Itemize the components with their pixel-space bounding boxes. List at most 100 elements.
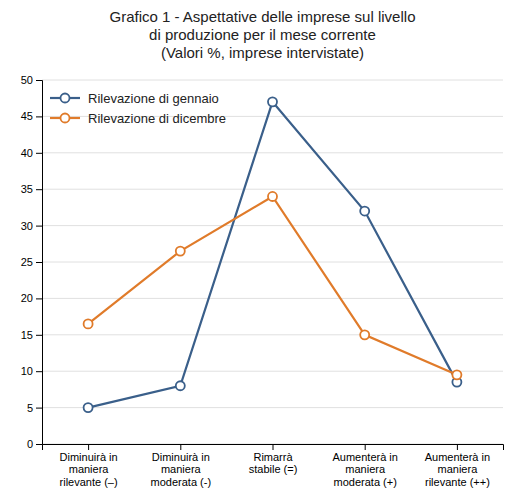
point — [84, 403, 93, 412]
x-tick-label-line: moderata (-) — [151, 476, 212, 488]
x-tick: Diminuirà inmanieramoderata (-) — [151, 444, 212, 488]
point — [176, 381, 185, 390]
title: Grafico 1 - Aspettative delle imprese su… — [110, 8, 416, 61]
x-tick-mark — [457, 444, 458, 450]
y-tick-label: 0 — [27, 438, 33, 450]
y-tick: 10 — [21, 365, 42, 377]
grid-line — [42, 298, 503, 299]
y-tick: 30 — [21, 220, 42, 232]
y-tick-mark — [36, 298, 42, 299]
legend-marker — [60, 113, 69, 122]
y-tick: 35 — [21, 183, 42, 195]
y-tick: 15 — [21, 329, 42, 341]
x-tick-label-line: Diminuirà in — [152, 451, 210, 463]
x-tick: Rimarràstabile (=) — [249, 444, 298, 475]
x-tick: Aumenterà inmanierarilevante (++) — [425, 444, 490, 488]
series-line — [88, 196, 457, 374]
grid-line — [42, 334, 503, 335]
y-axis-line — [36, 81, 43, 445]
y-tick-label: 20 — [21, 292, 33, 304]
y-tick-mark — [36, 262, 42, 263]
grid — [42, 80, 503, 444]
x-tick-label-line: maniera — [161, 463, 202, 475]
point — [360, 207, 369, 216]
x-tick-label-line: rilevante (–) — [60, 476, 118, 488]
x-tick-label-line: maniera — [345, 463, 386, 475]
x-tick-mark — [88, 444, 89, 450]
x-tick-label-line: Aumenterà in — [425, 451, 490, 463]
title-line: Grafico 1 - Aspettative delle imprese su… — [110, 8, 416, 25]
y-tick-label: 40 — [21, 147, 33, 159]
y-tick-mark — [36, 153, 42, 154]
x-tick-mark — [273, 444, 274, 450]
x-tick-label: Diminuirà inmanierarilevante (–) — [60, 451, 118, 488]
point — [268, 97, 277, 106]
y-tick-label: 25 — [21, 256, 33, 268]
x-tick-label-line: maniera — [69, 463, 110, 475]
y-tick: 50 — [21, 74, 42, 86]
grid-line — [42, 225, 503, 226]
y-tick: 25 — [21, 256, 42, 268]
x-tick-label: Diminuirà inmanieramoderata (-) — [151, 451, 212, 488]
x-axis-line — [43, 445, 504, 451]
y-tick-mark — [36, 335, 42, 336]
point — [452, 370, 461, 379]
grid-line — [42, 80, 503, 81]
legend-marker — [60, 93, 69, 102]
y-tick-mark — [36, 408, 42, 409]
y-axis: 0 5 10 15 20 25 30 35 40 45 50 — [21, 74, 43, 450]
x-tick-label-line: Rimarrà — [253, 451, 293, 463]
x-tick-label: Rimarràstabile (=) — [249, 451, 298, 476]
x-tick-label: Aumenterà inmanieramoderata (+) — [332, 451, 397, 488]
y-tick-label: 50 — [21, 74, 33, 86]
legend-item: Rilevazione di dicembre — [50, 111, 226, 126]
x-tick-label: Aumenterà inmanierarilevante (++) — [425, 451, 490, 488]
x-tick: Aumenterà inmanieramoderata (+) — [332, 444, 397, 488]
chart: Grafico 1 - Aspettative delle imprese su… — [0, 0, 525, 504]
x-axis: Diminuirà inmanierarilevante (–)Diminuir… — [43, 444, 504, 488]
series-line — [88, 102, 457, 408]
y-tick: 45 — [21, 110, 42, 122]
y-tick-label: 35 — [21, 183, 33, 195]
point — [84, 319, 93, 328]
point — [360, 330, 369, 339]
legend-label: Rilevazione di gennaio — [88, 91, 219, 106]
series — [84, 192, 462, 379]
series — [84, 97, 462, 412]
legend-label: Rilevazione di dicembre — [88, 111, 226, 126]
y-tick-mark — [36, 116, 42, 117]
x-tick-mark — [365, 444, 366, 450]
y-tick-mark — [36, 80, 42, 81]
title-line: di produzione per il mese corrente — [149, 26, 376, 43]
y-tick-label: 45 — [21, 110, 33, 122]
grid-line — [42, 262, 503, 263]
x-tick-label-line: Diminuirà in — [60, 451, 118, 463]
legend: Rilevazione di gennaio Rilevazione di dic… — [50, 91, 226, 126]
y-tick: 5 — [27, 402, 42, 414]
grid-line — [42, 152, 503, 153]
grid-line — [42, 407, 503, 408]
point — [268, 192, 277, 201]
y-tick-mark — [36, 371, 42, 372]
x-tick-label-line: moderata (+) — [334, 476, 397, 488]
y-tick-label: 10 — [21, 365, 33, 377]
x-tick-label-line: maniera — [438, 463, 479, 475]
series-group — [84, 97, 462, 412]
plot: 05101520253035404550Diminuirà inmanierar… — [21, 74, 504, 488]
y-tick-mark — [36, 444, 42, 445]
legend-item: Rilevazione di gennaio — [50, 91, 219, 106]
title-line: (Valori %, imprese intervistate) — [161, 44, 364, 61]
x-tick-label-line: rilevante (++) — [425, 476, 490, 488]
y-tick-label: 5 — [27, 402, 33, 414]
y-tick-label: 15 — [21, 329, 33, 341]
x-tick-label-line: stabile (=) — [249, 463, 298, 475]
x-tick: Diminuirà inmanierarilevante (–) — [60, 444, 118, 488]
grid-line — [42, 189, 503, 190]
x-tick-mark — [180, 444, 181, 450]
y-tick: 0 — [27, 438, 42, 450]
y-tick-mark — [36, 226, 42, 227]
x-tick-label-line: Aumenterà in — [332, 451, 397, 463]
y-tick-mark — [36, 189, 42, 190]
y-tick-label: 30 — [21, 220, 33, 232]
grid-line — [42, 371, 503, 372]
